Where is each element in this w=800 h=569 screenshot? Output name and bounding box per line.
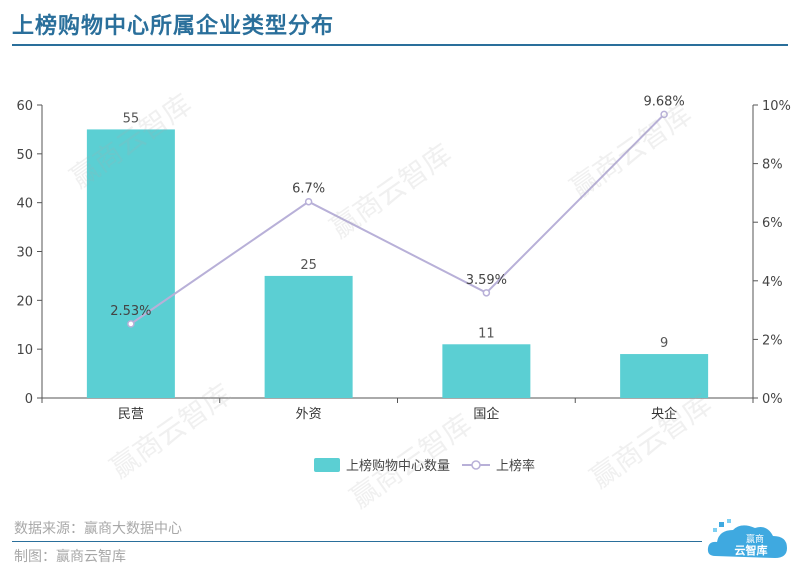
y-tick-label-left: 40: [16, 197, 33, 212]
y-tick-label-right: 8%: [762, 158, 783, 173]
bar-data-label: 55: [123, 111, 140, 126]
y-tick-label-right: 2%: [762, 333, 783, 348]
data-source: 数据来源：赢商大数据中心: [14, 521, 182, 537]
y-tick-label-right: 0%: [762, 392, 783, 407]
footer-divider: [12, 541, 702, 542]
y-tick-label-left: 60: [16, 99, 33, 114]
bar: [620, 354, 709, 398]
y-tick-label-right: 6%: [762, 216, 783, 231]
title-divider: [12, 44, 788, 46]
y-tick-label-left: 20: [16, 294, 33, 309]
line-point: [482, 289, 491, 297]
line-data-label: 2.53%: [110, 304, 151, 319]
y-tick-label-right: 4%: [762, 275, 783, 290]
x-tick-label: 央企: [651, 406, 677, 422]
y-tick-label-left: 50: [16, 148, 33, 163]
bar-data-label: 25: [300, 258, 317, 273]
line-point: [127, 320, 135, 328]
line-data-label: 6.7%: [292, 182, 325, 197]
bar: [86, 129, 175, 398]
legend-line-marker: [471, 460, 481, 470]
series-line: [130, 113, 665, 325]
x-tick-label: 民营: [118, 407, 144, 422]
line-point: [660, 110, 668, 119]
bar-data-label: 9: [660, 336, 668, 351]
bar-data-label: 11: [478, 326, 495, 341]
y-tick-label-left: 30: [16, 246, 33, 261]
line-point: [304, 197, 313, 206]
chart-title: 上榜购物中心所属企业类型分布: [12, 14, 335, 39]
legend-bar-label: 上榜购物中心数量: [346, 458, 450, 474]
bar: [442, 344, 531, 398]
x-tick-label: 外资: [296, 407, 322, 422]
bar: [264, 275, 353, 398]
legend-bar-swatch: [314, 458, 340, 472]
logo-text-bottom: 云智库: [735, 543, 768, 557]
y-tick-label-left: 10: [16, 343, 33, 358]
x-tick-label: 国企: [473, 406, 499, 422]
line-data-label: 3.59%: [466, 273, 507, 288]
brand-logo: 赢商 云智库: [707, 519, 787, 558]
y-tick-label-right: 10%: [762, 99, 791, 114]
y-tick-label-left: 0: [25, 392, 33, 407]
legend-line-label: 上榜率: [496, 458, 535, 474]
line-data-label: 9.68%: [643, 94, 684, 109]
chart-maker: 制图：赢商云智库: [14, 549, 126, 565]
logo-text-top: 赢商: [746, 533, 764, 545]
